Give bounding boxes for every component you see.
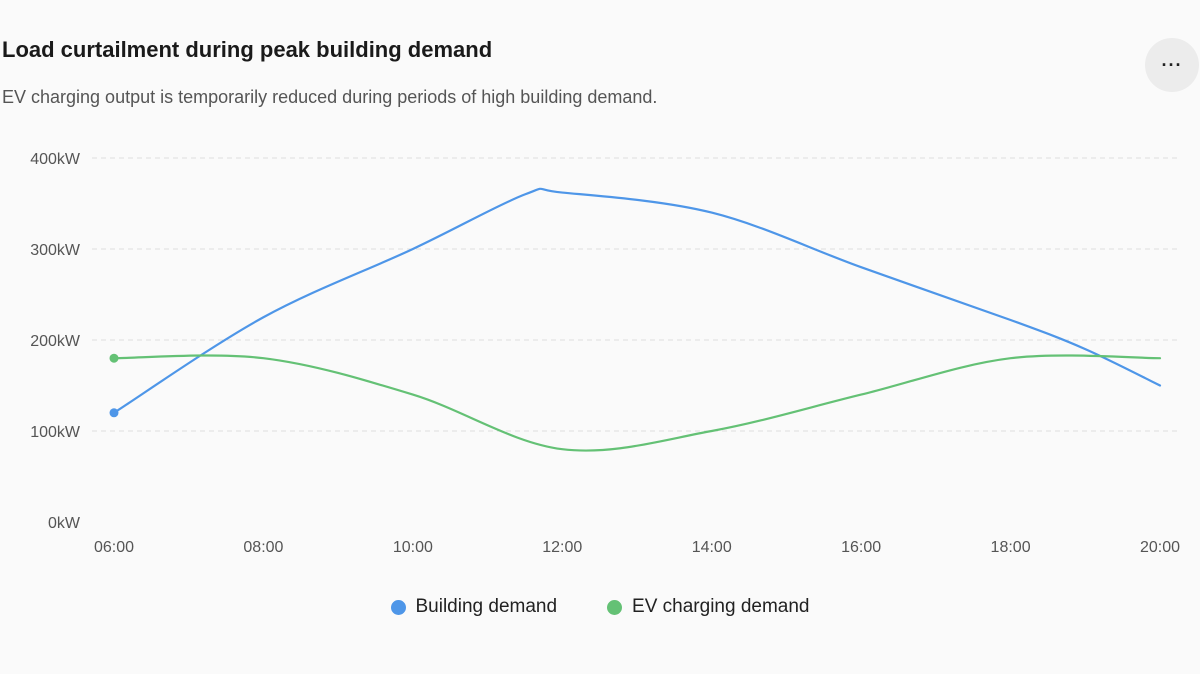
- y-tick-label: 100kW: [30, 424, 81, 441]
- legend: Building demand EV charging demand: [0, 596, 1200, 618]
- y-tick-label: 200kW: [30, 333, 81, 350]
- x-tick-label: 18:00: [991, 539, 1031, 556]
- building-demand-line: [112, 187, 1162, 414]
- more-options-button[interactable]: ···: [1145, 38, 1199, 92]
- chart-title: Load curtailment during peak building de…: [2, 37, 493, 62]
- y-tick-label: 300kW: [30, 242, 81, 259]
- x-tick-label: 06:00: [94, 539, 134, 556]
- legend-dot-icon: [390, 599, 406, 615]
- x-tick-label: 10:00: [393, 539, 433, 556]
- x-tick-label: 20:00: [1140, 539, 1180, 556]
- legend-item-ev-charging-demand[interactable]: EV charging demand: [607, 596, 810, 618]
- legend-item-building-demand[interactable]: Building demand: [390, 596, 558, 618]
- y-tick-label: 400kW: [30, 151, 81, 168]
- x-tick-label: 16:00: [841, 539, 881, 556]
- x-tick-label: 12:00: [542, 539, 582, 556]
- chart-subtitle: EV charging output is temporarily reduce…: [2, 87, 658, 107]
- building-demand-start-point: [109, 408, 119, 418]
- y-tick-label: 0kW: [48, 515, 81, 532]
- ev-charging-demand-line: [112, 354, 1162, 452]
- ev-charging-demand-start-point: [109, 353, 119, 363]
- legend-dot-icon: [607, 599, 623, 615]
- legend-label: EV charging demand: [632, 596, 810, 617]
- x-tick-label: 14:00: [692, 539, 732, 556]
- legend-label: Building demand: [415, 596, 558, 617]
- x-tick-label: 08:00: [243, 539, 283, 556]
